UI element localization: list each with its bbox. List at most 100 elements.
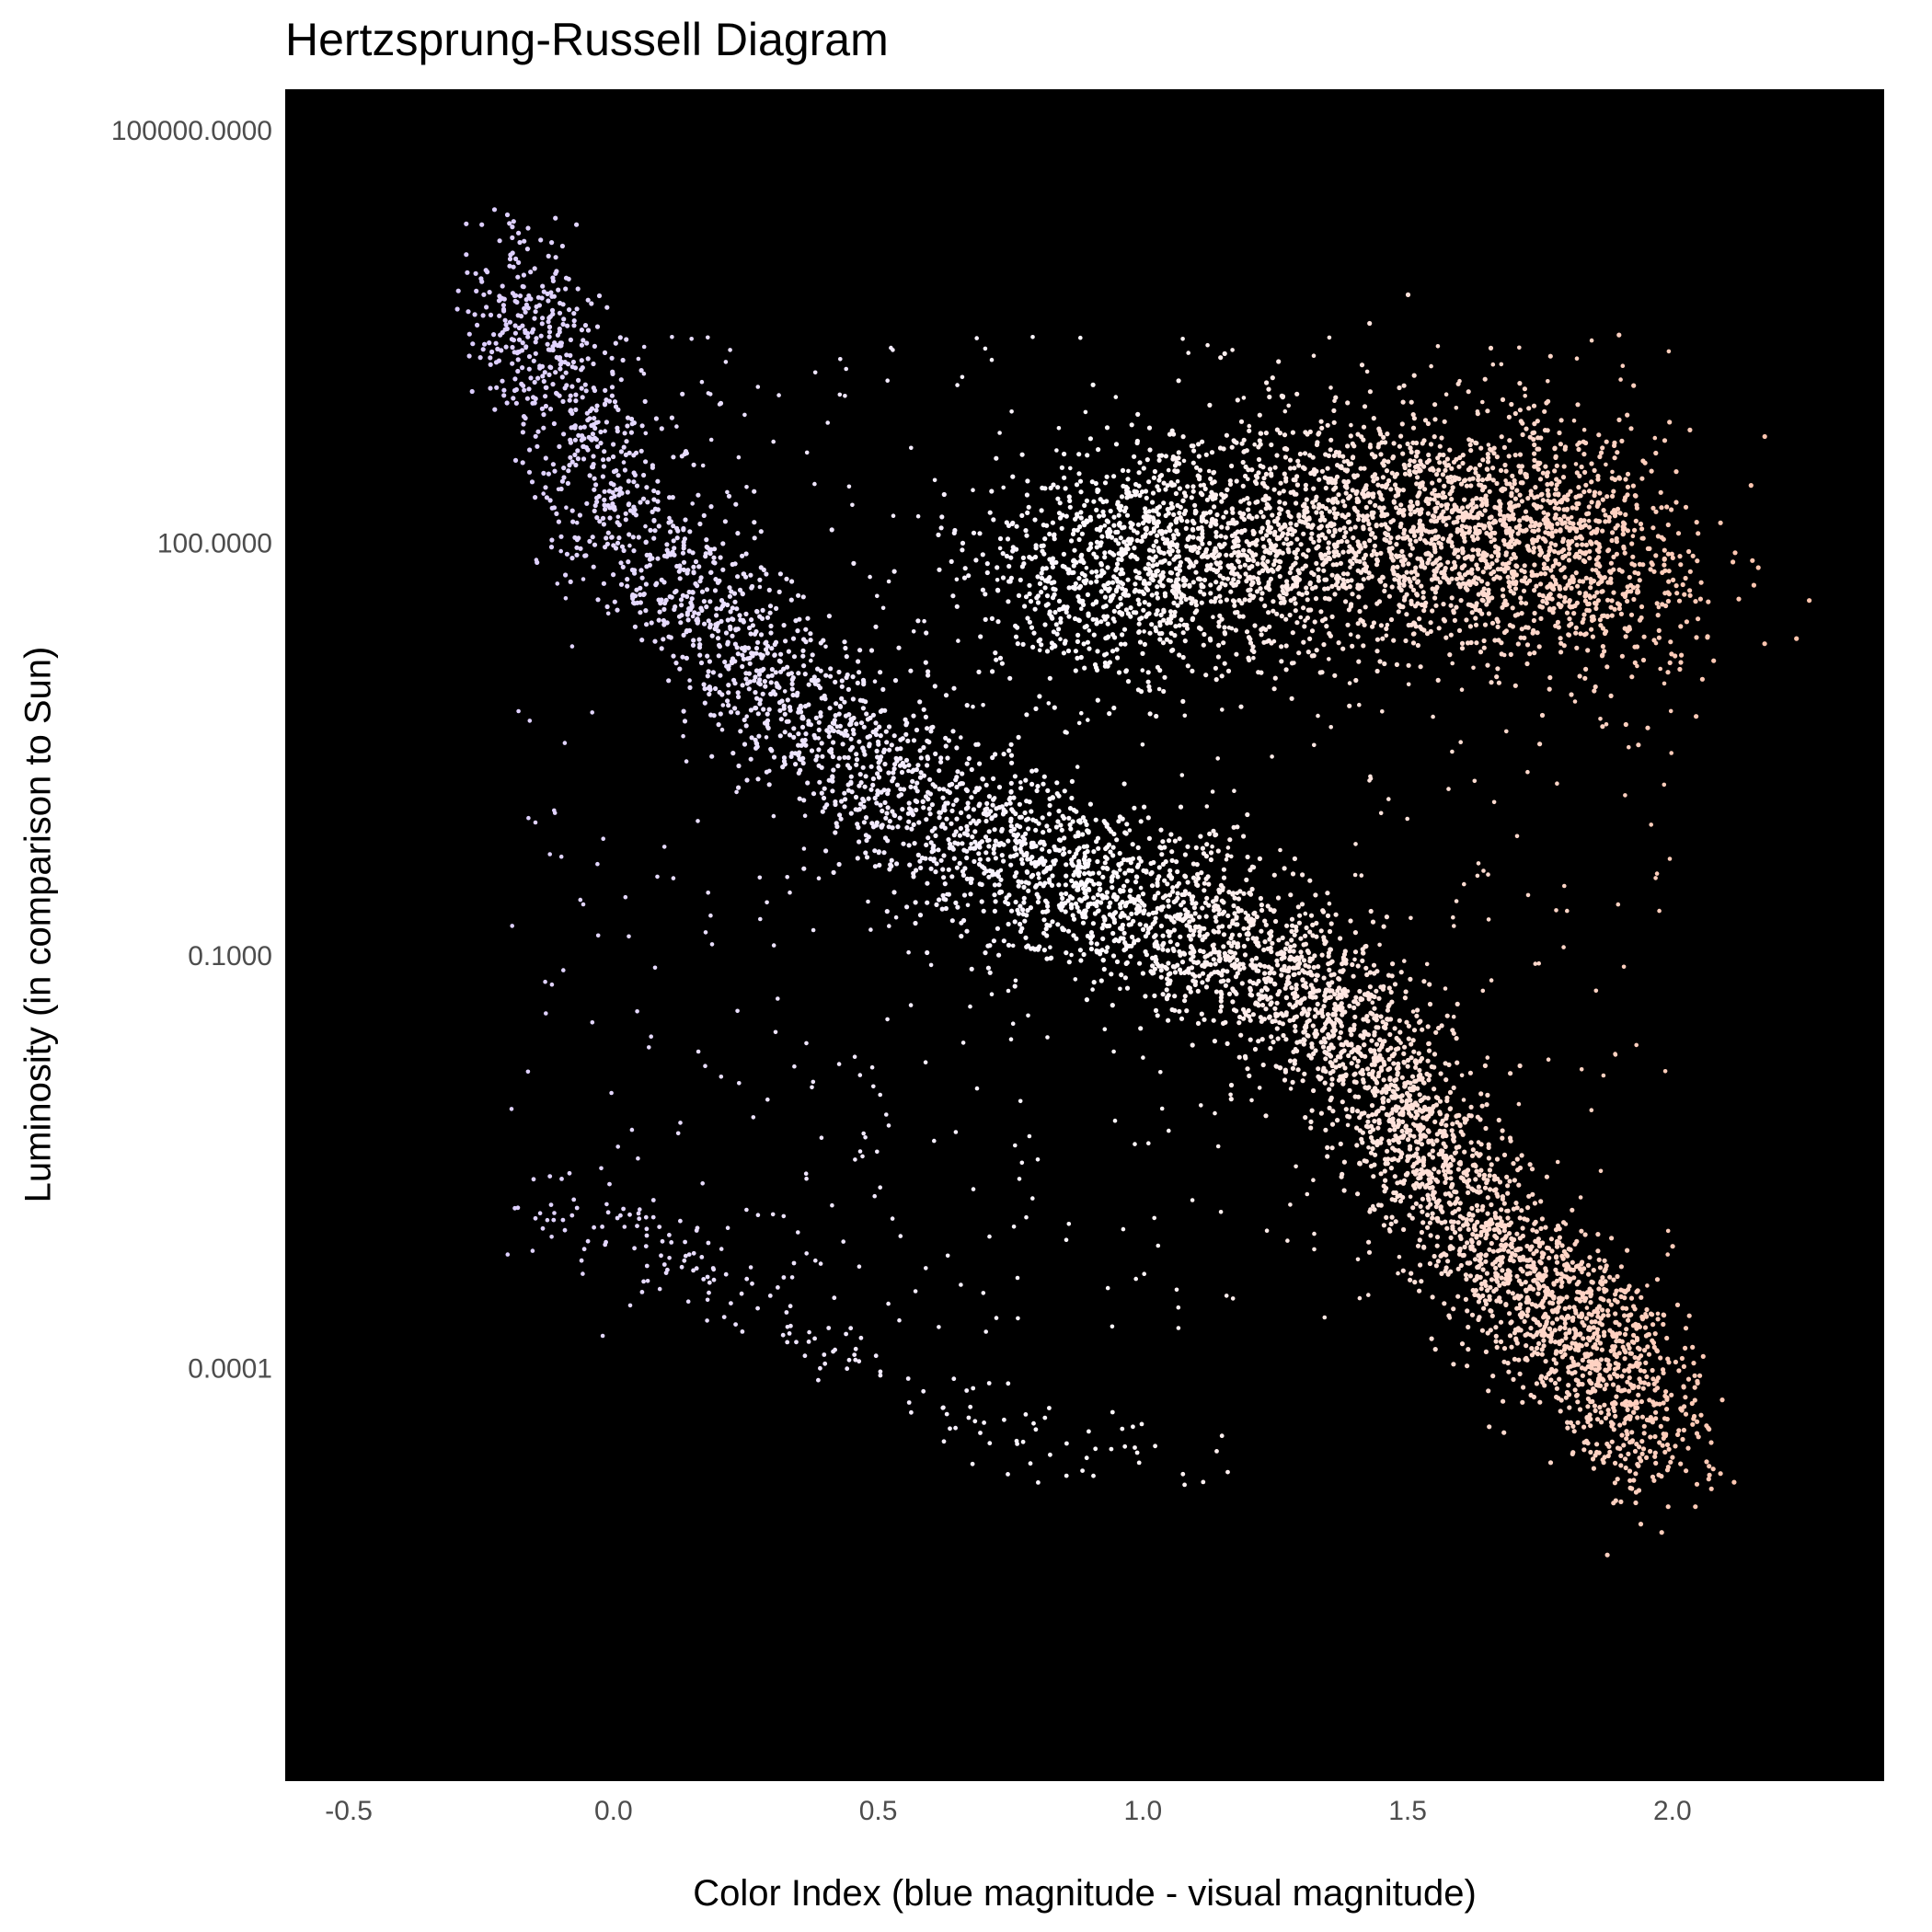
- star-point: [728, 609, 733, 615]
- star-point: [880, 808, 885, 814]
- star-point: [669, 594, 674, 600]
- star-point: [1485, 1330, 1490, 1336]
- star-point: [1427, 1152, 1432, 1157]
- star-point: [1472, 1257, 1478, 1262]
- star-point: [1520, 1225, 1525, 1231]
- star-point: [811, 674, 817, 680]
- star-point: [830, 774, 835, 779]
- star-point: [1310, 990, 1316, 995]
- star-point: [566, 276, 571, 282]
- star-point: [540, 374, 546, 379]
- star-point: [511, 396, 516, 401]
- star-point: [1043, 926, 1049, 932]
- star-point: [740, 652, 745, 658]
- star-point: [802, 672, 808, 677]
- star-point: [687, 684, 693, 691]
- star-point: [1576, 1279, 1581, 1285]
- star-point: [722, 659, 728, 665]
- star-point: [1593, 1319, 1598, 1325]
- star-point: [1559, 1243, 1565, 1248]
- star-point: [833, 679, 838, 685]
- star-point: [1498, 1319, 1504, 1325]
- star-point: [644, 485, 650, 490]
- star-point: [1634, 1400, 1639, 1406]
- star-point: [1419, 1229, 1424, 1236]
- star-point: [1617, 1422, 1623, 1428]
- star-point: [1323, 987, 1328, 993]
- star-point: [1257, 856, 1262, 862]
- star-point: [1532, 1350, 1537, 1355]
- star-point: [794, 693, 799, 698]
- star-point: [954, 865, 960, 870]
- star-point: [1591, 1268, 1596, 1273]
- star-point: [1374, 1142, 1380, 1148]
- star-point: [1483, 1125, 1489, 1132]
- star-point: [532, 316, 537, 321]
- star-point: [1372, 994, 1377, 1000]
- star-point: [573, 407, 579, 412]
- star-point: [1200, 971, 1206, 976]
- star-point: [643, 608, 649, 614]
- star-point: [1086, 902, 1091, 907]
- star-point: [1177, 967, 1183, 972]
- star-point: [1332, 992, 1338, 997]
- star-point: [567, 463, 572, 468]
- star-point: [1388, 1045, 1394, 1051]
- star-point: [1392, 1174, 1397, 1179]
- star-point: [1653, 1416, 1659, 1421]
- star-point: [937, 810, 943, 815]
- star-point: [1098, 900, 1104, 905]
- star-point: [1390, 961, 1396, 967]
- star-point: [1294, 986, 1299, 992]
- star-point: [891, 890, 897, 895]
- star-point: [574, 306, 580, 312]
- star-point: [1446, 1190, 1452, 1196]
- star-point: [1530, 1286, 1536, 1292]
- star-point: [1201, 851, 1207, 857]
- star-point: [918, 865, 924, 871]
- star-point: [1230, 918, 1236, 924]
- star-point: [985, 943, 991, 949]
- star-point: [671, 653, 676, 659]
- star-point: [1195, 876, 1202, 881]
- star-point: [572, 452, 578, 457]
- star-point: [562, 385, 568, 391]
- star-point: [1665, 1504, 1671, 1510]
- star-point: [1218, 989, 1224, 995]
- star-point: [1269, 1034, 1274, 1040]
- star-point: [788, 597, 794, 603]
- star-point: [868, 764, 874, 769]
- star-point: [1001, 752, 1006, 757]
- star-point: [1241, 943, 1247, 949]
- star-point: [1652, 1450, 1658, 1455]
- star-point: [911, 822, 916, 828]
- star-point: [1049, 882, 1055, 889]
- star-point: [1362, 1042, 1367, 1048]
- star-point: [1673, 1443, 1678, 1449]
- star-point: [680, 654, 685, 660]
- star-point: [1221, 867, 1226, 872]
- star-point: [1321, 975, 1327, 981]
- star-point: [1078, 958, 1084, 963]
- star-point: [1350, 961, 1355, 968]
- star-point: [1613, 1311, 1618, 1317]
- star-point: [1451, 1157, 1456, 1163]
- star-point: [1336, 1004, 1341, 1009]
- star-point: [787, 732, 793, 738]
- star-point: [756, 672, 763, 677]
- star-point: [1392, 1147, 1397, 1153]
- star-point: [1279, 972, 1284, 978]
- star-point: [1612, 1480, 1617, 1486]
- star-point: [1044, 933, 1050, 938]
- star-point: [611, 442, 616, 447]
- star-point: [857, 772, 863, 777]
- star-point: [1403, 989, 1409, 995]
- star-point: [708, 569, 714, 575]
- star-point: [1112, 910, 1119, 915]
- star-point: [650, 509, 655, 515]
- star-point: [1181, 970, 1188, 975]
- star-point: [874, 800, 880, 806]
- star-point: [1360, 947, 1365, 952]
- star-point: [1497, 1229, 1502, 1235]
- star-point: [1632, 1306, 1638, 1312]
